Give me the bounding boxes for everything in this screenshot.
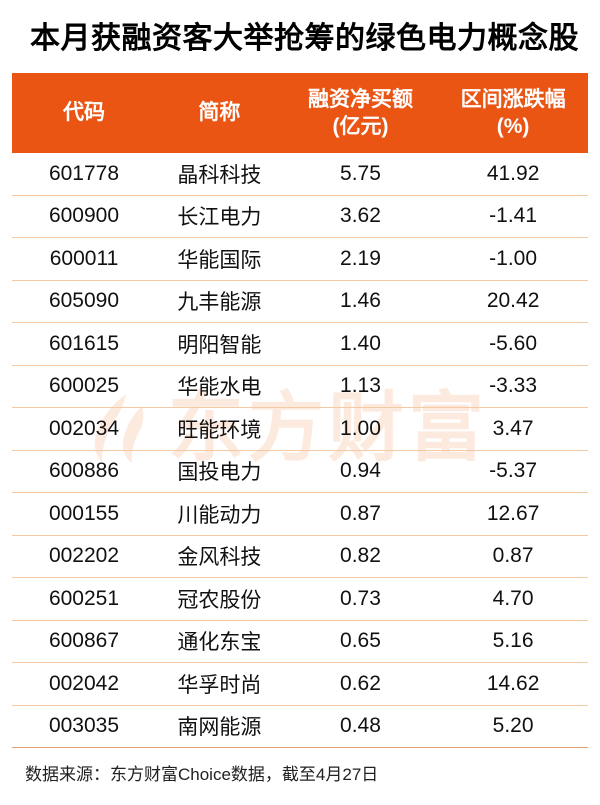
cell-net-buy: 0.48: [340, 714, 381, 738]
header-name: 简称: [198, 101, 241, 125]
cell-code: 600025: [48, 374, 120, 398]
cell-code: 002202: [48, 544, 120, 568]
cell-change: 5.16: [492, 629, 534, 653]
cell-net-buy: 0.73: [340, 586, 381, 610]
cell-change: 5.20: [492, 714, 534, 738]
page-title: 本月获融资客大举抢筹的绿色电力概念股: [30, 22, 579, 55]
table-row: 003035 南网能源 0.48 5.20: [12, 706, 588, 748]
header-code: 代码: [63, 101, 105, 125]
cell-change: -3.33: [489, 374, 538, 398]
cell-net-buy: 2.19: [340, 246, 381, 270]
header-net-buy: 融资净买额 (亿元): [307, 87, 413, 138]
table-row: 002042 华孚时尚 0.62 14.62: [12, 663, 588, 706]
cell-name: 冠农股份: [177, 588, 262, 612]
cell-code: 000155: [48, 501, 120, 525]
table-row: 600251 冠农股份 0.73 4.70: [12, 578, 588, 621]
cell-code: 003035: [48, 714, 120, 738]
cell-change: 14.62: [486, 671, 540, 695]
cell-net-buy: 3.62: [340, 204, 381, 228]
cell-change: 20.42: [486, 289, 540, 313]
table-row: 002202 金风科技 0.82 0.87: [12, 536, 588, 578]
cell-net-buy: 1.40: [340, 331, 381, 355]
cell-change: -5.60: [489, 331, 538, 355]
cell-change: 0.87: [492, 544, 534, 568]
cell-name: 长江电力: [177, 206, 262, 230]
cell-name: 华能国际: [177, 248, 262, 272]
cell-code: 601615: [48, 331, 120, 355]
table-row: 601615 明阳智能 1.40 -5.60: [12, 323, 588, 366]
table-row: 600025 华能水电 1.13 -3.33: [12, 366, 588, 408]
cell-net-buy: 1.13: [340, 374, 381, 398]
cell-code: 600900: [48, 204, 120, 228]
table-header-row: 代码 简称 融资净买额 (亿元) 区间涨跌幅 (%): [12, 73, 588, 153]
cell-code: 600867: [48, 629, 120, 653]
cell-name: 金风科技: [177, 546, 262, 570]
cell-change: 3.47: [492, 416, 534, 440]
header-change: 区间涨跌幅 (%): [460, 87, 566, 138]
cell-net-buy: 0.62: [340, 671, 381, 695]
table-row: 600867 通化东宝 0.65 5.16: [12, 621, 588, 663]
cell-change: -1.41: [489, 204, 538, 228]
table-row: 600900 长江电力 3.62 -1.41: [12, 196, 588, 238]
table-body: 601778 晶科科技 5.75 41.92 600900 长江电力 3.62 …: [12, 153, 588, 748]
cell-net-buy: 5.75: [340, 161, 381, 185]
cell-name: 华能水电: [177, 376, 262, 400]
source-note: 数据来源：东方财富Choice数据，截至4月27日: [25, 765, 379, 784]
cell-change: -5.37: [489, 459, 538, 483]
cell-change: 12.67: [486, 501, 540, 525]
table-row: 600886 国投电力 0.94 -5.37: [12, 451, 588, 493]
cell-name: 国投电力: [177, 461, 262, 485]
cell-name: 川能动力: [177, 503, 262, 527]
infographic-page: { "chart_data": { "type": "table", "titl…: [0, 13, 600, 805]
cell-name: 九丰能源: [177, 291, 262, 315]
cell-change: 4.70: [492, 586, 534, 610]
cell-name: 南网能源: [177, 716, 262, 740]
cell-net-buy: 1.46: [340, 289, 381, 313]
cell-code: 600011: [49, 246, 119, 270]
cell-net-buy: 0.65: [340, 629, 381, 653]
cell-name: 通化东宝: [177, 631, 262, 655]
cell-net-buy: 0.87: [340, 501, 381, 525]
cell-net-buy: 1.00: [340, 416, 381, 440]
cell-net-buy: 0.82: [340, 544, 381, 568]
cell-name: 旺能环境: [177, 418, 262, 442]
cell-code: 605090: [48, 289, 120, 313]
stock-table: 代码 简称 融资净买额 (亿元) 区间涨跌幅 (%) 601778 晶科科技 5…: [12, 73, 588, 748]
table-row: 605090 九丰能源 1.46 20.42: [12, 281, 588, 323]
cell-name: 晶科科技: [177, 163, 262, 187]
cell-code: 002034: [48, 416, 120, 440]
cell-name: 明阳智能: [177, 333, 262, 357]
cell-name: 华孚时尚: [177, 673, 262, 697]
cell-change: -1.00: [489, 246, 538, 270]
table-row: 601778 晶科科技 5.75 41.92: [12, 153, 588, 196]
table-row: 002034 旺能环境 1.00 3.47: [12, 408, 588, 451]
cell-code: 600251: [48, 586, 120, 610]
cell-code: 600886: [48, 459, 120, 483]
cell-code: 601778: [48, 161, 120, 185]
cell-change: 41.92: [486, 161, 540, 185]
table-row: 600011 华能国际 2.19 -1.00: [12, 238, 588, 281]
cell-code: 002042: [48, 671, 120, 695]
cell-net-buy: 0.94: [340, 459, 381, 483]
table-row: 000155 川能动力 0.87 12.67: [12, 493, 588, 536]
